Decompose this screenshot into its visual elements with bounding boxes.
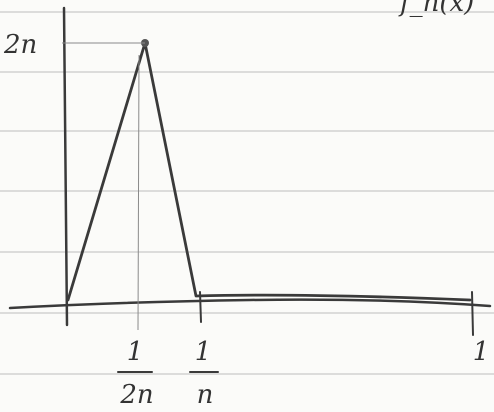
function-graph [66, 41, 472, 302]
y-axis [62, 6, 69, 327]
x-tick [199, 291, 202, 323]
y-peak-label: 2n [3, 30, 37, 60]
x-label-denominator: 2n [119, 380, 153, 410]
x-label-numerator: 1 [127, 337, 144, 367]
midpoint-guide [137, 54, 140, 331]
x-axis [8, 298, 492, 310]
function-label: f_n(x) [398, 0, 474, 18]
x-label-numerator: 1 [195, 337, 212, 367]
x-label: 1 [473, 337, 490, 367]
x-label-denominator: n [197, 380, 214, 410]
x-tick [471, 291, 474, 336]
